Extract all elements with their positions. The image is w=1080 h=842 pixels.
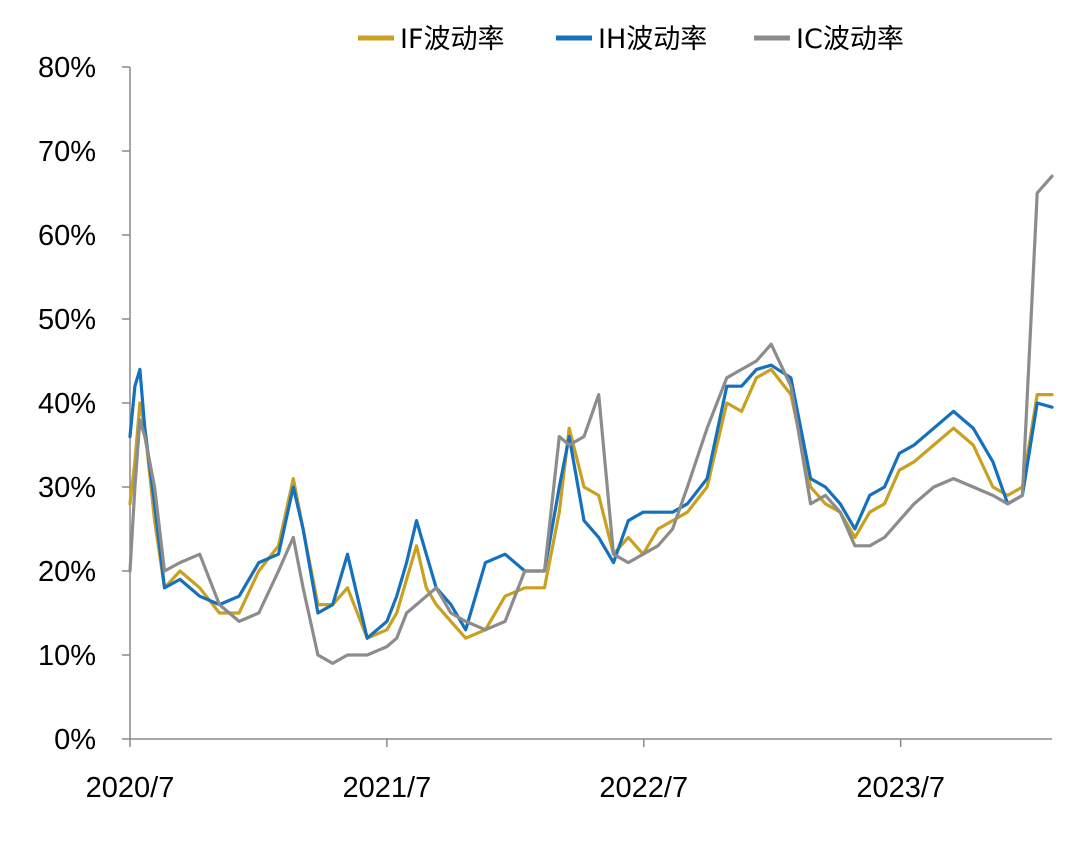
y-tick-label: 60% [38,220,96,252]
y-tick-label: 70% [38,136,96,168]
x-tick-label: 2023/7 [856,772,945,804]
plot-lines [128,174,1054,666]
legend-label: IC波动率 [796,24,904,55]
y-tick-label: 0% [54,724,96,756]
x-tick-label: 2022/7 [599,772,688,804]
y-tick-label: 80% [38,52,96,84]
y-tick-label: 30% [38,472,96,504]
x-tick-label: 2021/7 [343,772,432,804]
y-tick-label: 50% [38,304,96,336]
series-line-1 [128,367,1054,640]
legend-label: IF波动率 [400,24,505,55]
series-line-3 [128,174,1054,666]
legend: IF波动率 IH波动率 IC波动率 [358,24,904,55]
x-tick-label: 2020/7 [86,772,175,804]
y-tick-label: 10% [38,640,96,672]
axes: 0% 10% 20% 30% 40% 50% 60% 70% 80% 2020/7 2021/7 20… [38,52,1052,804]
y-tick-label: 20% [38,556,96,588]
y-tick-label: 40% [38,388,96,420]
legend-label: IH波动率 [598,24,707,55]
series-line-2 [128,363,1054,640]
